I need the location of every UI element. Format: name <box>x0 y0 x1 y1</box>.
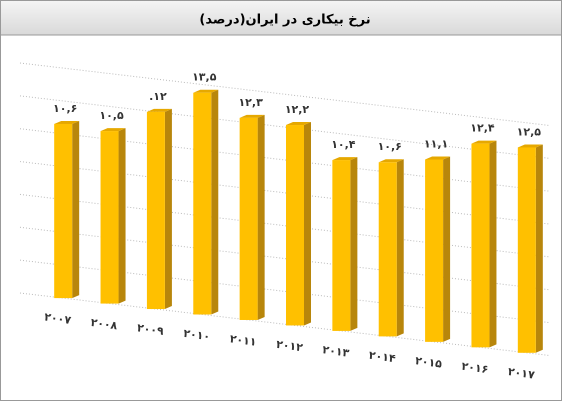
bar-top <box>332 157 358 161</box>
grid-line <box>19 161 551 225</box>
bar-top <box>239 114 265 118</box>
x-tick-label: ۲۰۱۷ <box>507 365 536 382</box>
bar-side <box>164 108 172 310</box>
x-tick-label: ۲۰۰۸ <box>90 316 119 333</box>
bar-top <box>471 140 497 144</box>
bar-side <box>211 89 219 315</box>
x-tick-label: ۲۰۱۲ <box>275 338 304 355</box>
bar-top <box>517 144 543 148</box>
value-label: .۱۲ <box>149 90 167 103</box>
bar <box>286 125 304 326</box>
grid-line <box>19 95 551 159</box>
x-tick-label: ۲۰۱۰ <box>183 327 211 344</box>
bar-top <box>100 128 126 132</box>
bar-side <box>443 156 451 342</box>
bar-top <box>286 122 311 126</box>
grid-line <box>19 226 551 291</box>
bar <box>471 143 490 348</box>
x-tick-label: ۲۰۰۷ <box>43 310 72 327</box>
bar <box>100 131 119 304</box>
x-tick-label: ۲۰۱۵ <box>414 354 443 371</box>
value-label: ۱۰,۴ <box>331 138 356 151</box>
grid-line <box>19 128 551 192</box>
value-label: ۱۱,۱ <box>424 138 448 151</box>
title-bar <box>1 1 561 35</box>
x-tick-label: ۲۰۱۴ <box>368 349 397 366</box>
bar-top <box>425 156 451 160</box>
bar-side <box>118 128 126 304</box>
value-label: ۱۰,۶ <box>53 102 77 115</box>
bar-side <box>257 114 265 320</box>
grid-line <box>19 62 551 127</box>
x-tick-label: ۲۰۱۳ <box>322 343 351 360</box>
bar <box>146 111 165 310</box>
value-label: ۱۲,۲ <box>285 103 310 116</box>
bar <box>193 92 212 315</box>
bar-top <box>146 108 172 112</box>
value-label: ۱۳,۵ <box>192 71 217 84</box>
bar-top <box>193 89 219 93</box>
bar-side <box>350 157 358 331</box>
grid-line <box>19 259 551 324</box>
bar-top <box>378 159 404 163</box>
bar-top <box>54 120 80 124</box>
bar-side <box>72 120 80 299</box>
value-label: ۱۲,۳ <box>238 96 263 109</box>
x-tick-label: ۲۰۱۱ <box>229 332 257 349</box>
bar <box>239 117 258 320</box>
bar-side <box>489 140 497 348</box>
bar <box>54 123 73 299</box>
bar-side <box>535 144 543 353</box>
chart-title: نرخ بیکاری در ایران(درصد) <box>199 13 370 28</box>
value-label: ۱۰,۶ <box>378 140 402 153</box>
x-tick-label: ۲۰۱۶ <box>461 360 489 377</box>
bar <box>425 159 444 342</box>
value-label: ۱۲,۵ <box>517 125 542 138</box>
value-label: ۱۰,۵ <box>99 109 124 122</box>
x-tick-label: ۲۰۰۹ <box>136 321 165 338</box>
grid-line <box>19 193 551 258</box>
bar <box>378 162 397 337</box>
bar-side <box>396 159 404 337</box>
bar-side <box>304 122 311 326</box>
grid-line <box>19 292 551 357</box>
value-label: ۱۲,۴ <box>470 122 495 135</box>
bar <box>517 147 536 353</box>
bar <box>332 160 351 331</box>
